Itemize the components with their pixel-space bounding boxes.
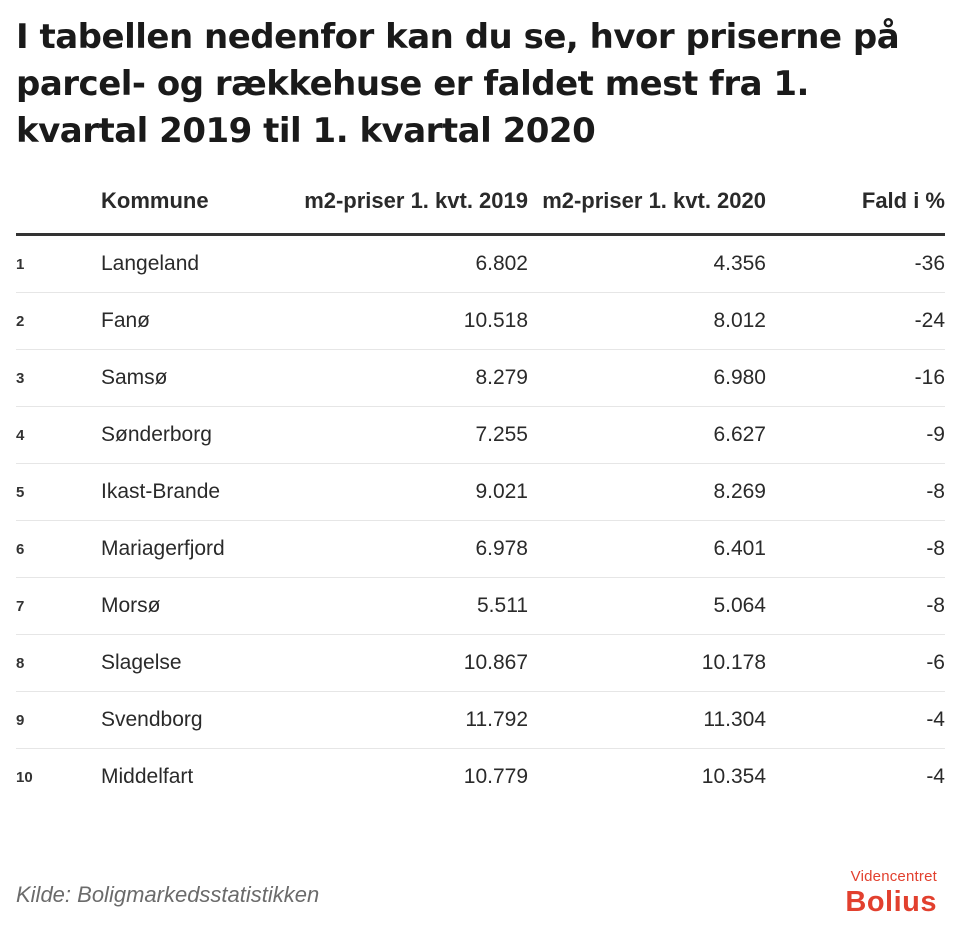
- table-row: 6 Mariagerfjord 6.978 6.401 -8: [16, 520, 945, 578]
- source-note: Kilde: Boligmarkedsstatistikken: [16, 882, 320, 907]
- table-row: 2 Fanø 10.518 8.012 -24: [16, 292, 945, 350]
- cell-price-2019: 6.978: [291, 520, 528, 578]
- table-row: 9 Svendborg 11.792 11.304 -4: [16, 691, 945, 749]
- cell-price-2019: 8.279: [291, 349, 528, 407]
- cell-rank: 4: [16, 406, 101, 464]
- cell-fald: -6: [766, 634, 945, 692]
- logo-main-text: Bolius: [845, 886, 937, 918]
- table-row: 8 Slagelse 10.867 10.178 -6: [16, 634, 945, 692]
- cell-fald: -16: [766, 349, 945, 407]
- cell-kommune: Ikast-Brande: [101, 463, 291, 521]
- header-price-2019: m2-priser 1. kvt. 2019: [291, 186, 528, 236]
- table-row: 7 Morsø 5.511 5.064 -8: [16, 577, 945, 635]
- cell-price-2020: 6.627: [528, 406, 766, 464]
- header-fald: Fald i %: [766, 186, 945, 236]
- cell-price-2019: 11.792: [291, 691, 528, 749]
- cell-rank: 1: [16, 234, 101, 293]
- cell-price-2020: 4.356: [528, 234, 766, 293]
- table-row: 3 Samsø 8.279 6.980 -16: [16, 349, 945, 407]
- cell-rank: 3: [16, 349, 101, 407]
- cell-price-2019: 10.779: [463, 765, 528, 788]
- cell-kommune: Samsø: [101, 349, 291, 407]
- cell-rank: 6: [16, 520, 101, 578]
- cell-kommune: Svendborg: [101, 691, 291, 749]
- cell-price-2020: 8.269: [528, 463, 766, 521]
- cell-price-2019: 7.255: [291, 406, 528, 464]
- cell-price-2020: 10.178: [528, 634, 766, 692]
- bolius-logo: Videncentret Bolius: [845, 868, 937, 918]
- cell-fald: -8: [766, 520, 945, 578]
- logo-top-text: Videncentret: [850, 868, 937, 885]
- cell-price-2020: 6.401: [528, 520, 766, 578]
- table-header-row: Kommune m2-priser 1. kvt. 2019 m2-priser…: [16, 186, 945, 236]
- cell-kommune: Slagelse: [101, 634, 291, 692]
- header-price-2020: m2-priser 1. kvt. 2020: [528, 186, 766, 236]
- cell-price-2020: 10.354: [701, 765, 766, 788]
- cell-price-2019: 10.518: [291, 292, 528, 350]
- header-kommune: Kommune: [101, 186, 291, 236]
- cell-price-2020: 6.980: [528, 349, 766, 407]
- cell-kommune: Morsø: [101, 577, 291, 635]
- cell-fald: -24: [766, 292, 945, 350]
- cell-rank: 5: [16, 463, 101, 521]
- cell-rank: 9: [16, 691, 101, 749]
- cell-fald: -8: [766, 463, 945, 521]
- cell-rank: 10: [16, 768, 33, 786]
- header-rank: [16, 186, 101, 236]
- cell-fald: -4: [926, 765, 945, 788]
- price-table: Kommune m2-priser 1. kvt. 2019 m2-priser…: [16, 186, 945, 805]
- cell-price-2019: 6.802: [291, 234, 528, 293]
- cell-price-2020: 5.064: [528, 577, 766, 635]
- cell-rank: 7: [16, 577, 101, 635]
- table-row: 4 Sønderborg 7.255 6.627 -9: [16, 406, 945, 464]
- cell-kommune: Langeland: [101, 234, 291, 293]
- cell-kommune: Fanø: [101, 292, 291, 350]
- cell-price-2020: 8.012: [528, 292, 766, 350]
- cell-fald: -36: [766, 234, 945, 293]
- cell-kommune: Middelfart: [101, 765, 194, 788]
- table-row: 10 Middelfart 10.779 10.354 -4: [16, 749, 945, 806]
- cell-kommune: Mariagerfjord: [101, 520, 291, 578]
- cell-fald: -9: [766, 406, 945, 464]
- table-row: 1 Langeland 6.802 4.356 -36: [16, 234, 945, 293]
- cell-fald: -4: [766, 691, 945, 749]
- page-title: I tabellen nedenfor kan du se, hvor pris…: [16, 17, 900, 151]
- cell-fald: -8: [766, 577, 945, 635]
- cell-rank: 8: [16, 634, 101, 692]
- cell-price-2020: 11.304: [528, 691, 766, 749]
- cell-price-2019: 10.867: [291, 634, 528, 692]
- cell-price-2019: 5.511: [291, 577, 528, 635]
- table-row: 5 Ikast-Brande 9.021 8.269 -8: [16, 463, 945, 521]
- cell-price-2019: 9.021: [291, 463, 528, 521]
- table-body: 1 Langeland 6.802 4.356 -36 2 Fanø 10.518 8.012-…: [16, 234, 945, 806]
- cell-kommune: Sønderborg: [101, 406, 291, 464]
- cell-rank: 2: [16, 292, 101, 350]
